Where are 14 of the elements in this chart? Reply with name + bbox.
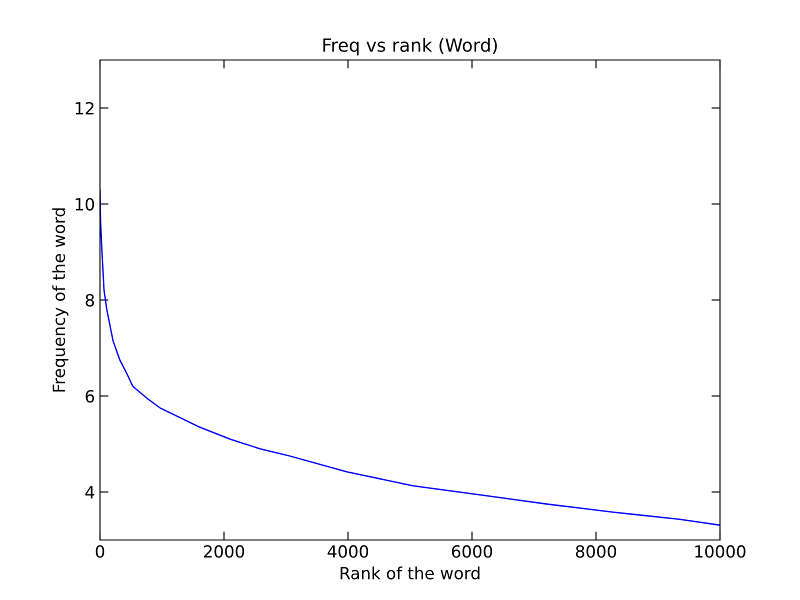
y-tick-label: 4 (85, 486, 94, 498)
y-tick-label: 10 (76, 198, 94, 211)
x-tick-label: 6000 (452, 545, 492, 558)
y-axis-title: Frequency of the word (52, 208, 68, 392)
y-tick-label: 6 (86, 390, 94, 403)
x-tick-label: 4000 (328, 545, 368, 558)
x-tick-label: 8000 (576, 545, 616, 558)
y-tick-label: 8 (86, 294, 94, 307)
y-tick-label: 12 (76, 102, 94, 114)
x-axis-title: Rank of the word (340, 566, 480, 580)
x-tick-label: 2000 (204, 545, 244, 558)
chart-title: Freq vs rank (Word) (323, 38, 497, 56)
x-tick-label: 0 (96, 545, 104, 558)
x-tick-label: 10000 (695, 545, 746, 558)
